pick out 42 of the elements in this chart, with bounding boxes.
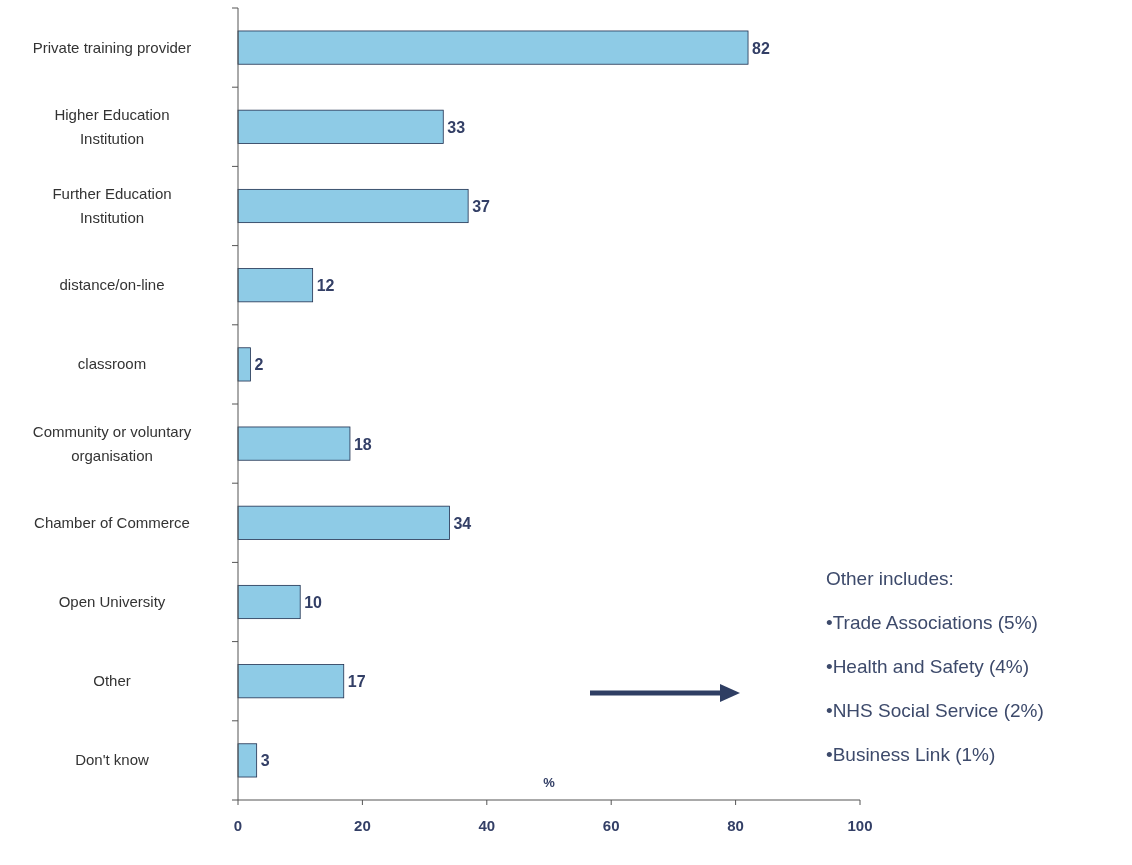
- y-tick-label: Higher Education Institution: [54, 105, 170, 147]
- bar: [237, 109, 444, 144]
- x-tick-label: 80: [727, 817, 744, 834]
- y-tick-label: Open University: [58, 593, 166, 610]
- x-tick-label: 20: [354, 817, 371, 834]
- data-label: 33: [447, 118, 466, 136]
- y-tick-label: Further Education Institution: [52, 185, 172, 226]
- y-tick-label: distance/on-line: [59, 276, 165, 294]
- y-tick-label: classroom: [77, 355, 147, 373]
- y-tick-label: Chamber of Commerce: [34, 513, 190, 531]
- bar: [237, 30, 749, 65]
- y-tick-label: Other: [93, 672, 131, 690]
- x-tick-label: 0: [233, 817, 243, 834]
- x-tick-label: 100: [847, 817, 873, 834]
- y-tick-label: Don't know: [75, 751, 150, 769]
- bar: [237, 584, 301, 620]
- x-tick-label: 40: [478, 817, 496, 834]
- annotation: Other includes:: [826, 568, 954, 589]
- x-axis-title: %: [543, 775, 556, 790]
- data-label: 12: [316, 277, 335, 295]
- data-label: 18: [353, 435, 372, 453]
- data-label: 10: [304, 594, 323, 611]
- annotation: •Health and Safety (4%): [826, 656, 1030, 677]
- bar: [237, 505, 450, 540]
- bar: [237, 188, 469, 224]
- y-tick-label: Community or voluntary organisation: [32, 422, 192, 464]
- data-label: 82: [752, 39, 770, 57]
- annotation: •Business Link (1%): [826, 744, 996, 765]
- bar: [237, 347, 251, 382]
- bar: [237, 268, 314, 303]
- data-label: 37: [472, 198, 491, 215]
- data-label: 2: [254, 356, 264, 374]
- x-tick-label: 60: [602, 817, 620, 834]
- annotation: •NHS Social Service (2%): [826, 700, 1044, 721]
- bar: [237, 664, 345, 699]
- annotation: •Trade Associations (5%): [826, 612, 1038, 633]
- bar: [237, 743, 258, 778]
- data-label: 34: [453, 514, 472, 532]
- data-label: 17: [347, 673, 366, 691]
- y-tick-label: Private training provider: [32, 38, 192, 56]
- bar: [237, 426, 351, 461]
- data-label: 3: [260, 752, 270, 770]
